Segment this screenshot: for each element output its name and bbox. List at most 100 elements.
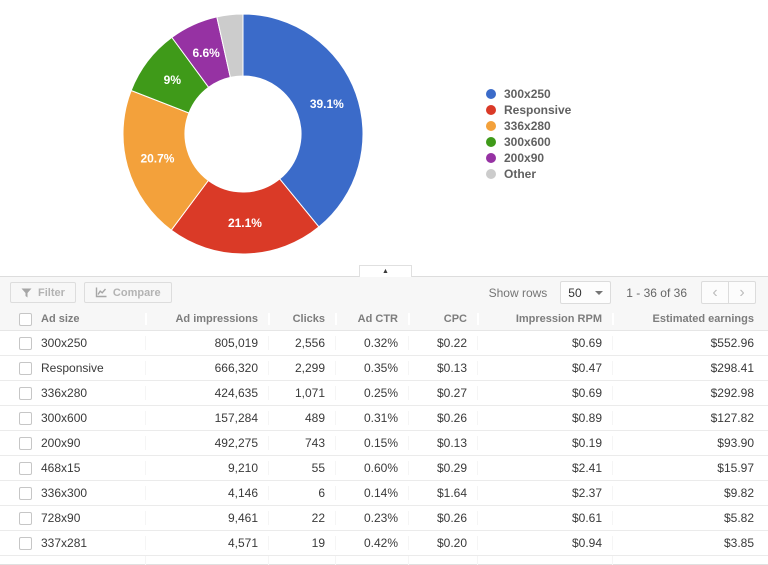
row-checkbox[interactable] (19, 411, 32, 425)
table-cell: 743 (268, 436, 335, 450)
legend-swatch-icon (486, 89, 496, 99)
legend-item: 300x600 (486, 134, 571, 150)
row-checkbox[interactable] (19, 361, 32, 375)
ad-size-cell: 336x300 (0, 486, 145, 500)
row-checkbox[interactable] (19, 461, 32, 475)
compare-chart-icon (95, 287, 107, 298)
chevron-left-icon: ‹ (712, 284, 718, 301)
legend-label: 200x90 (504, 151, 545, 165)
table-cell: $0.19 (477, 436, 612, 450)
table-cell: 2,299 (268, 361, 335, 375)
donut-slice-other[interactable] (216, 13, 244, 78)
table-cell: $0.94 (477, 536, 612, 550)
show-rows-label: Show rows (488, 285, 548, 300)
table-row[interactable]: 300x600 157,284 489 0.31% $0.26 $0.89 $127.82 (0, 406, 768, 431)
table-cell: $0.69 (477, 386, 612, 400)
show-rows-select[interactable]: 50 (560, 281, 612, 304)
row-checkbox[interactable] (19, 486, 32, 500)
table-cell: 0.31% (335, 411, 408, 425)
table-cell: $298.41 (612, 361, 768, 375)
ad-size-cell: 468x15 (0, 461, 145, 475)
table-header-row: Ad size Ad impressions Clicks Ad CTR CPC Impr… (0, 308, 768, 331)
column-header-estimated-earnings[interactable]: Estimated earnings (612, 313, 768, 325)
collapse-arrow-icon: ▲ (382, 268, 389, 275)
table-cell: 4,571 (145, 536, 268, 550)
donut-slice-300x250[interactable] (242, 13, 364, 228)
partial-cell (268, 556, 335, 565)
legend-label: 300x600 (504, 135, 551, 149)
table-row[interactable]: 336x280 424,635 1,071 0.25% $0.27 $0.69 $292.9… (0, 381, 768, 406)
legend-swatch-icon (486, 153, 496, 163)
legend-label: Responsive (504, 103, 572, 117)
donut-slice-336x280[interactable] (122, 89, 210, 231)
row-checkbox[interactable] (19, 511, 32, 525)
filter-funnel-icon (21, 288, 32, 298)
legend-swatch-icon (486, 105, 496, 115)
column-header-ad-impressions[interactable]: Ad impressions (145, 313, 268, 325)
table-row[interactable]: 337x281 4,571 19 0.42% $0.20 $0.94 $3.85 (0, 531, 768, 556)
ad-size-cell: 300x600 (0, 411, 145, 425)
table-row[interactable]: 336x300 4,146 6 0.14% $1.64 $2.37 $9.82 (0, 481, 768, 506)
table-cell: 6 (268, 486, 335, 500)
column-header-label: Ad size (41, 313, 80, 325)
column-header-clicks[interactable]: Clicks (268, 313, 335, 325)
collapse-panel-button[interactable]: ▲ (359, 265, 412, 277)
compare-button-label: Compare (112, 286, 161, 299)
report-table-section: ▲ Filter Compare Show rows (0, 265, 768, 565)
filter-button-label: Filter (38, 286, 65, 299)
table-cell: 666,320 (145, 361, 268, 375)
row-checkbox[interactable] (19, 386, 32, 400)
table-cell: 19 (268, 536, 335, 550)
chevron-right-icon: › (739, 284, 745, 301)
table-row[interactable]: 300x250 805,019 2,556 0.32% $0.22 $0.69 $552.9… (0, 331, 768, 356)
slice-value-label: 20.7% (140, 152, 174, 166)
ad-size-value: 468x15 (41, 461, 81, 475)
chart-section: 39.1% 21.1% 20.7% 9% 6.6% 300x250 Responsive 3… (0, 0, 768, 276)
row-checkbox[interactable] (19, 336, 32, 350)
table-row[interactable]: 728x90 9,461 22 0.23% $0.26 $0.61 $5.82 (0, 506, 768, 531)
ad-size-value: 336x280 (41, 386, 88, 400)
select-all-checkbox[interactable] (19, 312, 32, 326)
column-header-ad-ctr[interactable]: Ad CTR (335, 313, 408, 325)
donut-slice-responsive[interactable] (170, 178, 320, 255)
legend-item: 300x250 (486, 86, 571, 102)
table-cell: $552.96 (612, 336, 768, 350)
legend-item: Other (486, 166, 571, 182)
next-page-button[interactable]: › (728, 281, 756, 304)
table-row[interactable]: Responsive 666,320 2,299 0.35% $0.13 $0.47 $29… (0, 356, 768, 381)
column-header-impression-rpm[interactable]: Impression RPM (477, 313, 612, 325)
compare-button[interactable]: Compare (83, 282, 172, 303)
row-checkbox[interactable] (19, 436, 32, 450)
toolbar-right-controls: Show rows 50 1 - 36 of 36 ‹ › (489, 281, 756, 304)
table-cell: 0.23% (335, 511, 408, 525)
table-row[interactable]: 468x15 9,210 55 0.60% $0.29 $2.41 $15.97 (0, 456, 768, 481)
ad-size-cell: 200x90 (0, 436, 145, 450)
column-header-cpc[interactable]: CPC (408, 313, 477, 325)
pagination-controls: ‹ › (701, 281, 756, 304)
table-cell: $5.82 (612, 511, 768, 525)
table-cell: $93.90 (612, 436, 768, 450)
ad-size-value: 300x250 (41, 336, 88, 350)
table-row[interactable]: 200x90 492,275 743 0.15% $0.13 $0.19 $93.90 (0, 431, 768, 456)
chart-legend: 300x250 Responsive 336x280 300x600 200x90 Oth… (486, 86, 571, 182)
legend-swatch-icon (486, 121, 496, 131)
show-rows-value: 50 (568, 285, 582, 300)
ad-size-cell: 336x280 (0, 386, 145, 400)
table-cell: 4,146 (145, 486, 268, 500)
row-checkbox[interactable] (19, 536, 32, 550)
slice-value-label: 6.6% (192, 46, 220, 60)
table-cell: $0.13 (408, 361, 477, 375)
partial-cell (408, 556, 477, 565)
table-cell: $3.85 (612, 536, 768, 550)
filter-button[interactable]: Filter (10, 282, 76, 303)
table-cell: $0.26 (408, 411, 477, 425)
slice-value-label: 21.1% (228, 216, 262, 230)
ad-size-cell: 728x90 (0, 511, 145, 525)
donut-chart: 39.1% 21.1% 20.7% 9% 6.6% (122, 13, 364, 255)
table-cell: 22 (268, 511, 335, 525)
table-cell: $1.64 (408, 486, 477, 500)
legend-swatch-icon (486, 169, 496, 179)
prev-page-button[interactable]: ‹ (701, 281, 729, 304)
partial-cell (477, 556, 612, 565)
